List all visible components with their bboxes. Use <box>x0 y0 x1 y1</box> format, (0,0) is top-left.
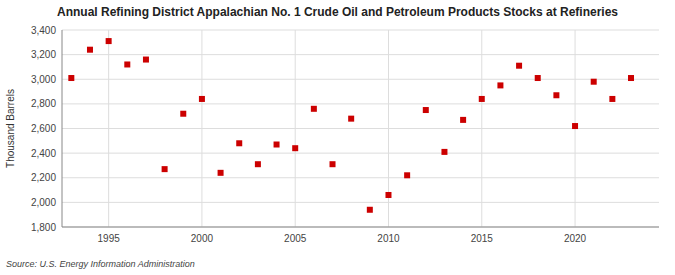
y-grid-line <box>62 79 659 80</box>
x-grid-line <box>481 30 482 227</box>
point <box>591 79 597 85</box>
y-grid-line <box>62 30 659 31</box>
point <box>218 170 224 176</box>
chart-svg: Annual Refining District Appalachian No.… <box>0 0 675 275</box>
y-axis-label: Thousand Barrels <box>5 89 16 168</box>
point <box>180 111 186 117</box>
x-tick-label: 2015 <box>471 233 494 244</box>
point <box>572 123 578 129</box>
axes: 1,800 2,000 2,200 2,400 2,600 2,800 3,000 3,200… <box>31 25 659 245</box>
y-tick-label: 3,000 <box>31 74 56 85</box>
point <box>441 149 447 155</box>
point <box>274 142 280 148</box>
point <box>124 61 130 67</box>
point <box>460 117 466 123</box>
y-tick-label: 2,400 <box>31 148 56 159</box>
y-grid-line <box>62 227 659 228</box>
x-grid-line <box>295 30 296 227</box>
y-grid-line <box>62 202 659 203</box>
point <box>423 107 429 113</box>
point <box>199 96 205 102</box>
x-grid-line <box>108 30 109 227</box>
y-grid-line <box>62 177 659 178</box>
chart-title: Annual Refining District Appalachian No.… <box>57 5 618 19</box>
point <box>311 106 317 112</box>
y-tick-label: 3,200 <box>31 49 56 60</box>
points <box>68 38 634 213</box>
x-tick-label: 2000 <box>191 233 214 244</box>
source-note: Source: U.S. Energy Information Administ… <box>6 259 195 269</box>
point <box>553 92 559 98</box>
y-grid-line <box>62 153 659 154</box>
x-axis-line <box>62 227 659 228</box>
point <box>292 145 298 151</box>
y-grid-line <box>62 103 659 104</box>
point <box>479 96 485 102</box>
point <box>162 166 168 172</box>
y-grid-line <box>62 128 659 129</box>
point <box>330 161 336 167</box>
y-tick-label: 1,800 <box>31 222 56 233</box>
x-tick-label: 2020 <box>564 233 587 244</box>
point <box>535 75 541 81</box>
y-tick-label: 2,000 <box>31 197 56 208</box>
point <box>609 96 615 102</box>
point <box>628 75 634 81</box>
point <box>68 75 74 81</box>
point <box>236 140 242 146</box>
y-axis-line <box>62 30 63 227</box>
y-tick-label: 2,800 <box>31 98 56 109</box>
grid <box>62 30 659 227</box>
point <box>516 63 522 69</box>
point <box>255 161 261 167</box>
y-tick-label: 3,400 <box>31 25 56 36</box>
x-grid-line <box>201 30 202 227</box>
x-tick-label: 2005 <box>284 233 307 244</box>
point <box>143 57 149 63</box>
chart-container: Annual Refining District Appalachian No.… <box>0 0 675 275</box>
x-tick-label: 1995 <box>98 233 121 244</box>
x-tick-label: 2010 <box>377 233 400 244</box>
point <box>404 172 410 178</box>
y-tick-label: 2,600 <box>31 123 56 134</box>
point <box>497 82 503 88</box>
point <box>348 116 354 122</box>
point <box>367 207 373 213</box>
y-tick-label: 2,200 <box>31 172 56 183</box>
y-grid-line <box>62 54 659 55</box>
point <box>87 47 93 53</box>
point <box>385 192 391 198</box>
point <box>106 38 112 44</box>
